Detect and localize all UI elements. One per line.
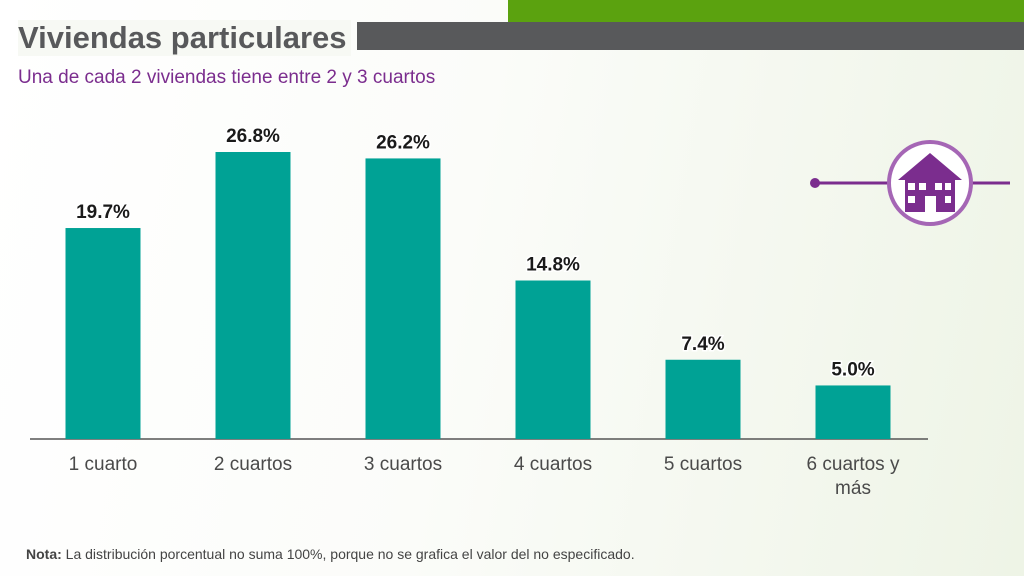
- note-text: La distribución porcentual no suma 100%,…: [65, 546, 635, 562]
- x-tick-label: 1 cuarto: [68, 454, 138, 475]
- gray-band: [357, 22, 1024, 50]
- x-tick-label: 6 cuartos y más: [806, 454, 900, 499]
- x-tick-label: 2 cuartos: [213, 454, 293, 475]
- x-tick-label: 4 cuartos: [513, 454, 593, 475]
- green-band: [508, 0, 1024, 22]
- note-label: Nota:: [26, 546, 62, 562]
- icon-dot: [810, 178, 820, 188]
- bar: [665, 359, 741, 439]
- house-icon: [898, 153, 962, 212]
- bar: [215, 152, 291, 439]
- value-label: 14.8%: [526, 255, 580, 276]
- value-label: 26.8%: [226, 126, 280, 147]
- note: Nota: La distribución porcentual no suma…: [26, 546, 635, 562]
- x-tick-label: 3 cuartos: [363, 454, 443, 475]
- bar: [365, 158, 441, 440]
- value-label: 26.2%: [376, 132, 430, 153]
- value-label: 19.7%: [76, 202, 130, 223]
- title: Viviendas particulares: [18, 20, 351, 56]
- value-label: 5.0%: [831, 359, 874, 380]
- x-tick-label: 5 cuartos: [663, 454, 743, 475]
- value-label: 7.4%: [681, 334, 724, 355]
- bar: [515, 280, 591, 439]
- bar: [65, 228, 141, 439]
- bar: [815, 385, 891, 439]
- subtitle: Una de cada 2 viviendas tiene entre 2 y …: [18, 67, 436, 88]
